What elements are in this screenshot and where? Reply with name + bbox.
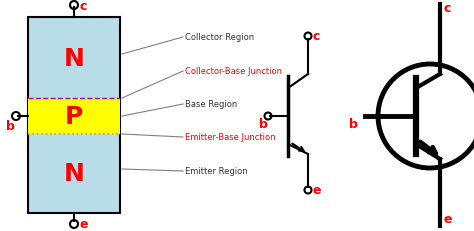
- Text: e: e: [80, 218, 89, 231]
- Text: b: b: [258, 118, 267, 131]
- Text: Collector-Base Junction: Collector-Base Junction: [185, 67, 282, 76]
- Text: Emitter-Base Junction: Emitter-Base Junction: [185, 133, 275, 142]
- Text: Emitter Region: Emitter Region: [185, 167, 247, 176]
- Text: P: P: [65, 105, 83, 128]
- Text: c: c: [313, 30, 320, 43]
- Text: c: c: [444, 1, 451, 14]
- Text: b: b: [6, 119, 14, 132]
- Text: b: b: [349, 118, 358, 131]
- Text: e: e: [444, 213, 453, 225]
- Text: Base Region: Base Region: [185, 100, 237, 109]
- Bar: [28, 18, 120, 213]
- Text: e: e: [313, 184, 321, 197]
- Text: N: N: [64, 46, 84, 70]
- Text: N: N: [64, 162, 84, 186]
- Bar: [28, 99, 120, 134]
- Text: c: c: [80, 0, 87, 12]
- Text: Collector Region: Collector Region: [185, 33, 254, 42]
